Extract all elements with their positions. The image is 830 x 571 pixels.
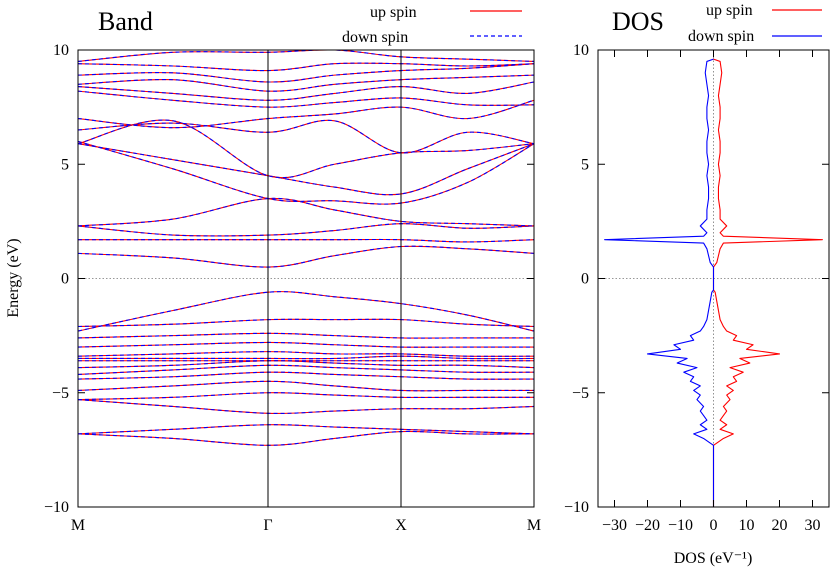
kpoint-label-2: X	[395, 517, 407, 534]
band-5-up	[78, 371, 534, 380]
band-6-up	[78, 364, 534, 376]
dos-xtick-label: −30	[602, 517, 627, 534]
band-10-down	[78, 351, 534, 357]
dos-xtick-label: 20	[772, 517, 788, 534]
band-26-up	[78, 74, 534, 92]
band-13-up	[78, 318, 534, 328]
band-kpoint-lines	[267, 50, 402, 507]
dos-xtick-label: −20	[635, 517, 660, 534]
dos-title: DOS	[612, 7, 664, 36]
dos-frame	[597, 49, 830, 508]
band-29-up	[78, 50, 534, 62]
band-4-down	[78, 380, 534, 392]
dos-y-ticks: −10 −5 0 5 10	[564, 42, 829, 516]
band-9-down	[78, 355, 534, 360]
kpoint-label-1: Γ	[263, 517, 272, 534]
band-5-down	[78, 371, 534, 380]
band-4-up	[78, 380, 534, 392]
band-2-down	[78, 399, 534, 415]
band-15-up	[78, 245, 534, 268]
band-7-down	[78, 360, 534, 369]
band-17-up	[78, 223, 534, 237]
band-legend-up-label: up spin	[370, 4, 417, 21]
band-29-down	[78, 50, 534, 62]
band-22-up	[78, 119, 534, 154]
dos-xtick-label: 10	[739, 517, 755, 534]
dos-legend: up spin down spin	[688, 2, 822, 45]
band-27-down	[78, 63, 534, 83]
dos-legend-up-label: up spin	[706, 2, 753, 19]
band-legend: up spin down spin	[342, 4, 522, 46]
band-23-down	[78, 99, 534, 129]
band-lines	[78, 50, 534, 446]
band-20-down	[78, 143, 534, 196]
band-14-down	[78, 291, 534, 332]
band-3-down	[78, 392, 534, 401]
band-24-up	[78, 90, 534, 108]
band-21-up	[78, 119, 534, 179]
dos-ytick-label: −5	[572, 385, 589, 402]
band-0-up	[78, 430, 534, 446]
band-title: Band	[98, 7, 153, 36]
band-2-up	[78, 399, 534, 415]
dos-xtick-label: −10	[668, 517, 693, 534]
band-18-down	[78, 197, 534, 227]
band-28-down	[78, 62, 534, 72]
band-y-axis-label: Energy (eV)	[5, 238, 22, 317]
band-ytick-label: −10	[44, 499, 69, 516]
dos-up-curve	[712, 58, 823, 507]
band-12-down	[78, 332, 534, 339]
band-ytick-label: −5	[52, 385, 69, 402]
band-22-down	[78, 119, 534, 154]
dos-x-ticks: −30 −20 −10 0 10 20 30	[602, 50, 821, 534]
band-20-up	[78, 143, 534, 196]
dos-x-axis-label: DOS (eV⁻¹)	[674, 550, 753, 567]
band-13-down	[78, 318, 534, 328]
dos-xtick-label: 30	[805, 517, 821, 534]
kpoint-label-3: M	[527, 517, 541, 534]
band-1-up	[78, 424, 534, 435]
dos-lines	[604, 58, 823, 507]
band-ytick-label: 10	[53, 42, 69, 59]
band-legend-down-label: down spin	[342, 29, 408, 46]
band-19-down	[78, 140, 534, 205]
dos-ytick-label: −10	[564, 499, 589, 516]
dos-ytick-label: 0	[581, 271, 589, 288]
band-panel: Band up spin down spin Energy (eV) −10 −5…	[5, 4, 541, 534]
band-17-down	[78, 223, 534, 237]
band-frame	[77, 49, 535, 508]
band-28-up	[78, 62, 534, 72]
kpoint-label-0: M	[71, 517, 85, 534]
band-0-down	[78, 430, 534, 446]
band-3-up	[78, 392, 534, 401]
band-18-up	[78, 197, 534, 227]
band-ytick-label: 0	[61, 271, 69, 288]
dos-legend-down-label: down spin	[688, 28, 754, 45]
dos-ytick-label: 5	[581, 156, 589, 173]
dos-ytick-label: 10	[573, 42, 589, 59]
band-16-down	[78, 238, 534, 243]
dos-xtick-label: 0	[710, 517, 718, 534]
band-ytick-label: 5	[61, 156, 69, 173]
band-25-up	[78, 81, 534, 101]
dos-down-curve	[604, 58, 715, 507]
band-11-down	[78, 341, 534, 348]
